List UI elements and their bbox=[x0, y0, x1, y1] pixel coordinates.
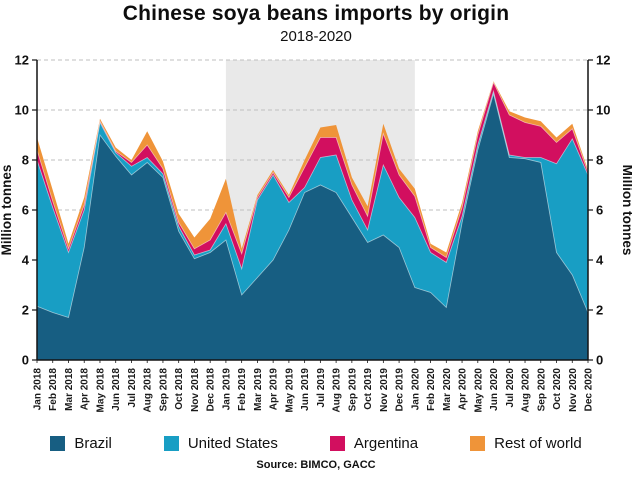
area-series-brazil bbox=[37, 93, 588, 361]
x-axis-label: May 2020 bbox=[473, 368, 484, 413]
x-axis-label: Apr 2018 bbox=[80, 368, 91, 411]
x-axis-label: Jul 2019 bbox=[316, 368, 327, 408]
page-subtitle: 2018-2020 bbox=[280, 28, 352, 45]
x-axis-label: Dec 2019 bbox=[395, 368, 406, 412]
x-axis-label: Aug 2020 bbox=[521, 368, 532, 413]
legend-label: Brazil bbox=[74, 435, 112, 452]
x-axis-label: Apr 2020 bbox=[458, 368, 469, 411]
page-title: Chinese soya beans imports by origin bbox=[122, 2, 510, 25]
y-tick-label-left-8: 8 bbox=[22, 153, 29, 168]
y-tick-label-left-10: 10 bbox=[15, 103, 29, 118]
x-axis-label: Mar 2019 bbox=[253, 368, 264, 411]
y-tick-label-left-0: 0 bbox=[22, 353, 29, 368]
x-axis-label: May 2018 bbox=[95, 368, 106, 413]
x-axis-label: Jun 2019 bbox=[300, 368, 311, 411]
x-axis-label: Sep 2020 bbox=[536, 368, 547, 412]
y-tick-label-right-2: 2 bbox=[596, 303, 603, 318]
legend-item-brazil: Brazil bbox=[50, 435, 112, 452]
x-axis-label: Jan 2019 bbox=[221, 368, 232, 411]
x-axis-label: Jan 2018 bbox=[33, 368, 44, 411]
y-tick-label-left-2: 2 bbox=[22, 303, 29, 318]
x-axis-label: Oct 2018 bbox=[174, 368, 185, 410]
x-axis-label: Aug 2019 bbox=[332, 368, 343, 413]
series-boundary-1 bbox=[36, 89, 589, 271]
x-axis-label: May 2019 bbox=[284, 368, 295, 413]
legend-label: Rest of world bbox=[494, 435, 582, 452]
x-axis-label: Jun 2020 bbox=[489, 368, 500, 411]
x-axis-label: Sep 2018 bbox=[158, 368, 169, 412]
x-axis-label: Sep 2019 bbox=[347, 368, 358, 412]
series-boundary-2 bbox=[36, 81, 589, 259]
legend-swatch bbox=[163, 436, 179, 451]
y-axis-title-right: Million tonnes bbox=[620, 165, 632, 256]
y-tick-label-right-10: 10 bbox=[596, 103, 610, 118]
legend-label: United States bbox=[187, 435, 278, 452]
x-axis-label: Jan 2020 bbox=[410, 368, 421, 411]
x-axis-label: Dec 2018 bbox=[206, 368, 217, 412]
y-tick-label-left-12: 12 bbox=[15, 53, 29, 68]
x-axis-label: Jun 2018 bbox=[111, 368, 122, 411]
y-tick-label-right-6: 6 bbox=[596, 203, 603, 218]
series-boundary-0 bbox=[36, 92, 589, 319]
x-axis-label: Mar 2020 bbox=[442, 368, 453, 411]
x-axis-label: Feb 2018 bbox=[48, 368, 59, 411]
x-axis-label: Jul 2020 bbox=[505, 368, 516, 408]
x-axis-label: Nov 2020 bbox=[568, 368, 579, 412]
x-axis-label: Oct 2020 bbox=[552, 368, 563, 410]
y-tick-label-left-4: 4 bbox=[22, 253, 30, 268]
x-axis-label: Oct 2019 bbox=[363, 368, 374, 410]
y-tick-label-right-12: 12 bbox=[596, 53, 610, 68]
legend-label: Argentina bbox=[353, 435, 419, 452]
x-axis-label: Feb 2019 bbox=[237, 368, 248, 411]
x-axis-label: Jul 2018 bbox=[127, 368, 138, 408]
legend-swatch bbox=[329, 436, 345, 451]
y-tick-label-right-0: 0 bbox=[596, 353, 603, 368]
legend-swatch bbox=[470, 436, 486, 451]
source-note: Source: BIMCO, GACC bbox=[256, 459, 376, 471]
y-tick-label-right-4: 4 bbox=[596, 253, 604, 268]
y-tick-label-right-8: 8 bbox=[596, 153, 603, 168]
x-axis-label: Mar 2018 bbox=[64, 368, 75, 411]
legend-item-argentina: Argentina bbox=[329, 435, 419, 452]
x-axis-label: Nov 2018 bbox=[190, 368, 201, 412]
chart-legend: Brazil United States Argentina Rest of worl… bbox=[0, 435, 632, 452]
legend-item-rest-of-world: Rest of world bbox=[470, 435, 582, 452]
x-axis-label: Dec 2020 bbox=[584, 368, 595, 412]
x-axis-label: Aug 2018 bbox=[143, 368, 154, 413]
legend-swatch bbox=[50, 436, 66, 451]
x-axis-label: Apr 2019 bbox=[269, 368, 280, 411]
x-axis-label: Nov 2019 bbox=[379, 368, 390, 412]
y-axis-title-left: Million tonnes bbox=[0, 165, 14, 256]
legend-item-united-states: United States bbox=[163, 435, 278, 452]
y-tick-label-left-6: 6 bbox=[22, 203, 29, 218]
x-axis-label: Feb 2020 bbox=[426, 368, 437, 411]
